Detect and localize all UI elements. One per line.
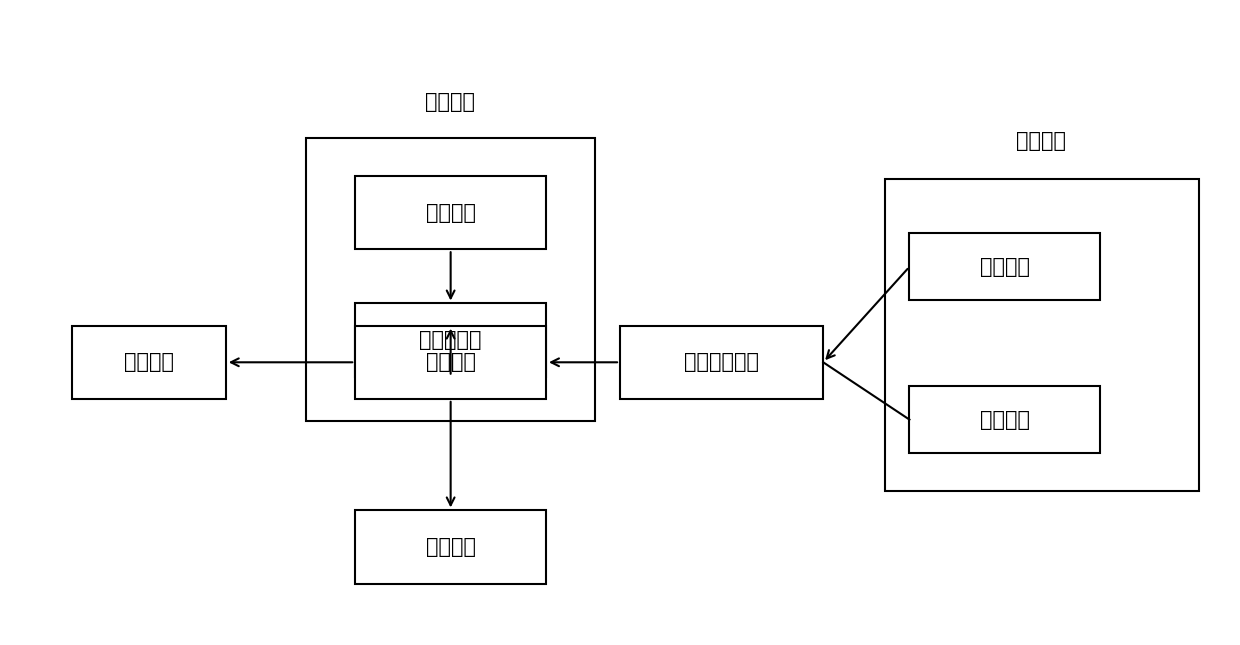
Bar xyxy=(355,326,546,399)
Text: 二分递推: 二分递推 xyxy=(980,410,1030,430)
Bar xyxy=(909,386,1100,453)
Text: 信号转换器: 信号转换器 xyxy=(419,330,482,350)
Text: 故障拉闸: 故障拉闸 xyxy=(425,537,476,557)
Text: 小波分析: 小波分析 xyxy=(980,257,1030,277)
Bar xyxy=(909,233,1100,300)
Bar xyxy=(355,176,546,249)
Text: 控制模块: 控制模块 xyxy=(425,92,475,112)
Bar xyxy=(620,326,823,399)
Text: 显示系统: 显示系统 xyxy=(124,352,174,372)
Bar xyxy=(355,303,546,377)
Bar xyxy=(72,326,226,399)
Bar xyxy=(885,179,1199,491)
Text: 检测模块: 检测模块 xyxy=(1017,130,1066,150)
Bar xyxy=(306,138,595,421)
Text: 控制面板: 控制面板 xyxy=(425,203,476,223)
Text: 信息收集系统: 信息收集系统 xyxy=(684,352,759,372)
Bar xyxy=(355,510,546,584)
Text: 处理系统: 处理系统 xyxy=(425,352,476,372)
